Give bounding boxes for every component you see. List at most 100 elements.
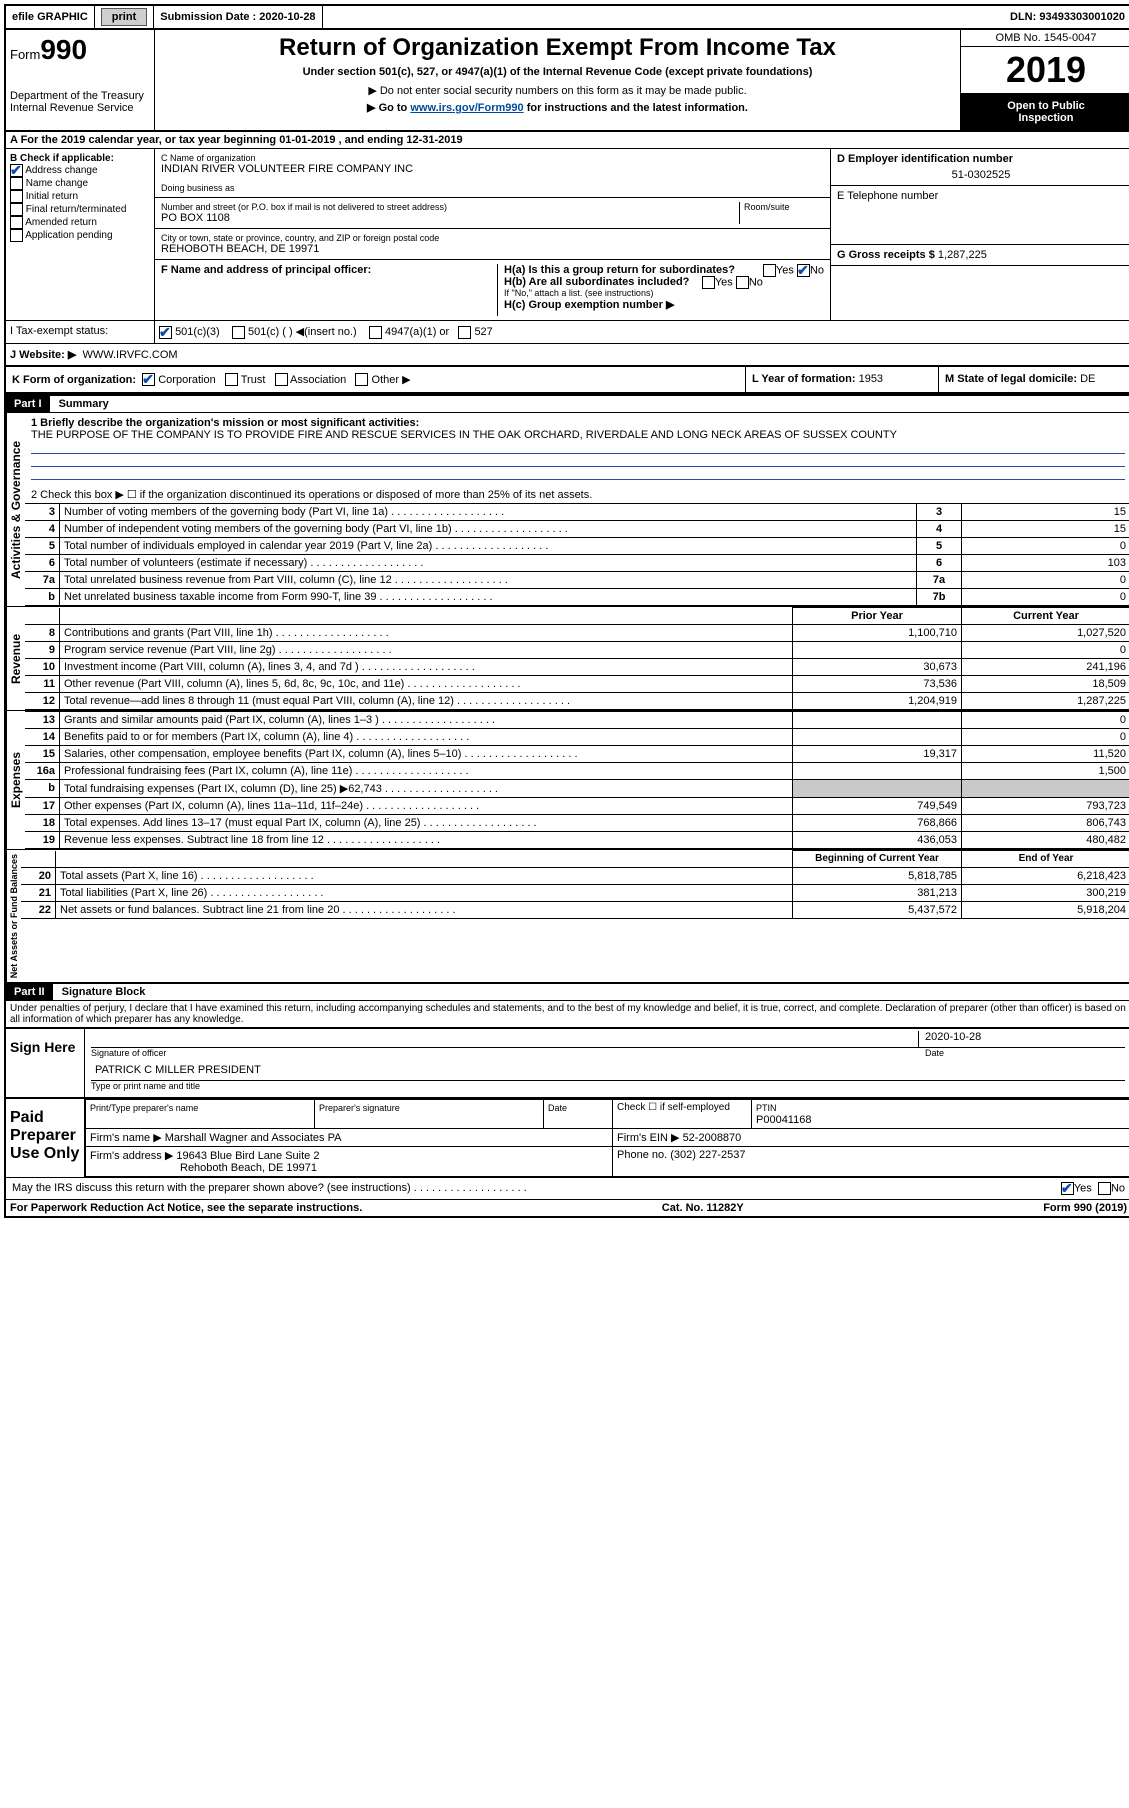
firm-name-label: Firm's name ▶ bbox=[90, 1132, 162, 1144]
table-row: 18Total expenses. Add lines 13–17 (must … bbox=[25, 815, 1129, 832]
g-value: 1,287,225 bbox=[938, 249, 987, 261]
sign-here-block: Sign Here 2020-10-28 Signature of office… bbox=[6, 1027, 1129, 1097]
prep-date-label: Date bbox=[548, 1103, 567, 1113]
ha-label: H(a) Is this a group return for subordin… bbox=[504, 264, 735, 276]
q1-text: THE PURPOSE OF THE COMPANY IS TO PROVIDE… bbox=[31, 429, 897, 441]
submission-label: Submission Date : bbox=[160, 11, 256, 23]
checkbox-pending[interactable] bbox=[10, 229, 23, 242]
chk-4947[interactable] bbox=[369, 326, 382, 339]
part2-title: Part II bbox=[6, 984, 53, 1000]
part1-title: Part I bbox=[6, 396, 50, 412]
hb-yes[interactable] bbox=[702, 276, 715, 289]
dots bbox=[414, 1182, 527, 1194]
hb-no[interactable] bbox=[736, 276, 749, 289]
chk-address-change: Address change bbox=[10, 164, 150, 177]
city-label: City or town, state or province, country… bbox=[161, 233, 824, 243]
rev-header-row: Prior Year Current Year bbox=[25, 608, 1129, 625]
page-footer: For Paperwork Reduction Act Notice, see … bbox=[6, 1199, 1129, 1216]
ha-yes[interactable] bbox=[763, 264, 776, 277]
revenue-block: Revenue Prior Year Current Year 8Contrib… bbox=[6, 606, 1129, 710]
chk-501c3[interactable] bbox=[159, 326, 172, 339]
ha-row: H(a) Is this a group return for subordin… bbox=[504, 264, 824, 276]
discuss-label: May the IRS discuss this return with the… bbox=[12, 1182, 411, 1194]
checkbox-amended[interactable] bbox=[10, 216, 23, 229]
preparer-table: Print/Type preparer's name Preparer's si… bbox=[85, 1099, 1129, 1177]
chk-trust[interactable] bbox=[225, 373, 238, 386]
row-j: J Website: ▶ WWW.IRVFC.COM bbox=[6, 344, 1129, 367]
l-value: 1953 bbox=[859, 373, 883, 385]
checkbox-name-change[interactable] bbox=[10, 177, 23, 190]
blueline-1 bbox=[31, 443, 1125, 454]
chk-other[interactable] bbox=[355, 373, 368, 386]
form-990-label: 990 bbox=[40, 34, 87, 65]
discuss-text: May the IRS discuss this return with the… bbox=[12, 1182, 1061, 1195]
org-name: INDIAN RIVER VOLUNTEER FIRE COMPANY INC bbox=[161, 163, 824, 175]
note2-pre: ▶ Go to bbox=[367, 102, 410, 114]
open-public-1: Open to Public bbox=[1007, 100, 1085, 112]
col-current: Current Year bbox=[962, 608, 1129, 625]
col-d: D Employer identification number 51-0302… bbox=[830, 149, 1129, 320]
ha-yes-lbl: Yes bbox=[776, 264, 794, 276]
f-h-row: F Name and address of principal officer:… bbox=[155, 260, 830, 320]
governance-section: 1 Briefly describe the organization's mi… bbox=[25, 413, 1129, 606]
checkbox-address-change[interactable] bbox=[10, 164, 23, 177]
form-title: Return of Organization Exempt From Incom… bbox=[163, 34, 952, 62]
dln-cell: DLN: 93493303001020 bbox=[1004, 6, 1129, 28]
row-i: I Tax-exempt status: 501(c)(3) 501(c) ( … bbox=[6, 321, 1129, 344]
sign-right: 2020-10-28 Signature of officer Date PAT… bbox=[85, 1029, 1129, 1097]
net-block: Net Assets or Fund Balances Beginning of… bbox=[6, 849, 1129, 982]
f-label: F Name and address of principal officer: bbox=[161, 264, 497, 276]
table-row: bTotal fundraising expenses (Part IX, co… bbox=[25, 780, 1129, 798]
sig-caption-1: Signature of officer Date bbox=[91, 1048, 1125, 1058]
col-b: B Check if applicable: Address change Na… bbox=[6, 149, 155, 320]
lbl-assoc: Association bbox=[290, 374, 346, 386]
irs-link[interactable]: www.irs.gov/Form990 bbox=[410, 102, 523, 114]
table-row: 9Program service revenue (Part VIII, lin… bbox=[25, 642, 1129, 659]
part1-body: Activities & Governance 1 Briefly descri… bbox=[6, 413, 1129, 606]
chk-final-return: Final return/terminated bbox=[10, 203, 150, 216]
chk-527[interactable] bbox=[458, 326, 471, 339]
l-cell: L Year of formation: 1953 bbox=[745, 367, 938, 393]
sig-line-2: PATRICK C MILLER PRESIDENT bbox=[91, 1064, 1125, 1081]
lbl-amended: Amended return bbox=[25, 217, 97, 228]
room-label: Room/suite bbox=[744, 202, 824, 212]
row-k: K Form of organization: Corporation Trus… bbox=[6, 367, 1129, 395]
tel-box: E Telephone number bbox=[831, 186, 1129, 245]
table-row: 22Net assets or fund balances. Subtract … bbox=[21, 901, 1129, 918]
checkbox-initial[interactable] bbox=[10, 190, 23, 203]
hb-note: If "No," attach a list. (see instruction… bbox=[504, 288, 824, 298]
dln-value: 93493303001020 bbox=[1039, 11, 1125, 23]
chk-corp[interactable] bbox=[142, 373, 155, 386]
lbl-pending: Application pending bbox=[25, 230, 112, 241]
ein-value: 51-0302525 bbox=[837, 169, 1125, 181]
ptin-label: PTIN bbox=[756, 1103, 777, 1113]
chk-assoc[interactable] bbox=[275, 373, 288, 386]
tax-year: 2019 bbox=[961, 47, 1129, 94]
ha-no[interactable] bbox=[797, 264, 810, 277]
h-block: H(a) Is this a group return for subordin… bbox=[497, 264, 824, 316]
table-row: 7aTotal unrelated business revenue from … bbox=[25, 572, 1129, 589]
table-row: 20Total assets (Part X, line 16) 5,818,7… bbox=[21, 867, 1129, 884]
gov-table: 3Number of voting members of the governi… bbox=[25, 503, 1129, 606]
paid-preparer-block: Paid Preparer Use Only Print/Type prepar… bbox=[6, 1097, 1129, 1177]
discuss-no[interactable] bbox=[1098, 1182, 1111, 1195]
ein-label: D Employer identification number bbox=[837, 153, 1125, 165]
sig-officer-cap: Signature of officer bbox=[91, 1048, 925, 1058]
table-row: 17Other expenses (Part IX, column (A), l… bbox=[25, 798, 1129, 815]
firm-addr2: Rehoboth Beach, DE 19971 bbox=[180, 1162, 317, 1174]
lbl-initial: Initial return bbox=[26, 191, 78, 202]
checkbox-final[interactable] bbox=[10, 203, 23, 216]
discuss-no-lbl: No bbox=[1111, 1183, 1125, 1195]
print-button[interactable]: print bbox=[101, 8, 147, 26]
part1-sub: Summary bbox=[53, 398, 109, 410]
form-header: Form990 Department of the Treasury Inter… bbox=[6, 30, 1129, 132]
chk-501c[interactable] bbox=[232, 326, 245, 339]
table-row: 4Number of independent voting members of… bbox=[25, 521, 1129, 538]
prep-row-2: Firm's name ▶ Marshall Wagner and Associ… bbox=[86, 1129, 1129, 1147]
table-row: 8Contributions and grants (Part VIII, li… bbox=[25, 625, 1129, 642]
hb-yes-lbl: Yes bbox=[715, 276, 733, 288]
footer-mid: Cat. No. 11282Y bbox=[662, 1202, 744, 1214]
ha-no-lbl: No bbox=[810, 264, 824, 276]
discuss-yes[interactable] bbox=[1061, 1182, 1074, 1195]
print-button-wrap: print bbox=[95, 6, 154, 28]
